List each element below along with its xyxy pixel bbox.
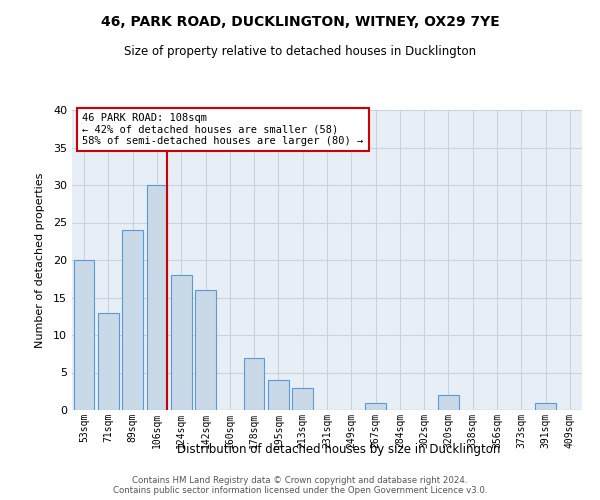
Bar bbox=[268, 380, 289, 410]
Text: 46, PARK ROAD, DUCKLINGTON, WITNEY, OX29 7YE: 46, PARK ROAD, DUCKLINGTON, WITNEY, OX29… bbox=[101, 15, 499, 29]
Bar bbox=[438, 395, 459, 410]
Bar bbox=[74, 260, 94, 410]
Text: Contains HM Land Registry data © Crown copyright and database right 2024.
Contai: Contains HM Land Registry data © Crown c… bbox=[113, 476, 487, 495]
Text: 46 PARK ROAD: 108sqm
← 42% of detached houses are smaller (58)
58% of semi-detac: 46 PARK ROAD: 108sqm ← 42% of detached h… bbox=[82, 113, 364, 146]
Text: Size of property relative to detached houses in Ducklington: Size of property relative to detached ho… bbox=[124, 45, 476, 58]
Bar bbox=[195, 290, 216, 410]
Bar bbox=[292, 388, 313, 410]
Bar bbox=[98, 312, 119, 410]
Bar bbox=[244, 358, 265, 410]
Bar bbox=[122, 230, 143, 410]
Y-axis label: Number of detached properties: Number of detached properties bbox=[35, 172, 44, 348]
Bar bbox=[146, 185, 167, 410]
Text: Distribution of detached houses by size in Ducklington: Distribution of detached houses by size … bbox=[178, 442, 500, 456]
Bar bbox=[535, 402, 556, 410]
Bar bbox=[365, 402, 386, 410]
Bar bbox=[171, 275, 191, 410]
